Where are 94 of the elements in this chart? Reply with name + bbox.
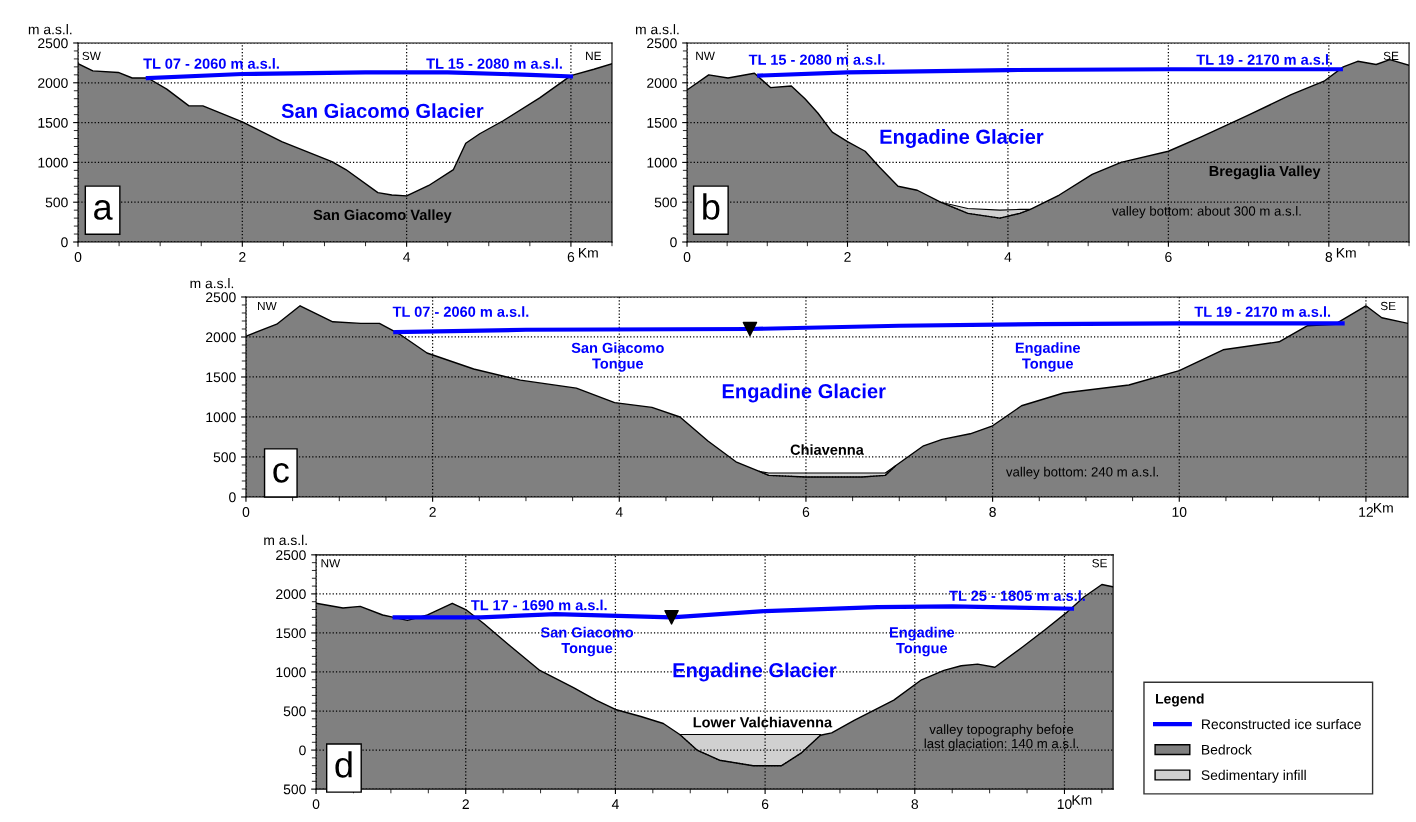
y-tick-label: 1500 [276, 628, 306, 639]
x-tick-label: 6 [761, 799, 769, 810]
x-tick-label: 6 [802, 507, 810, 517]
annotation: San Giacomo Tongue [571, 342, 664, 372]
x-axis-title: Km [579, 248, 598, 258]
legend-label: Reconstructed ice surface [1202, 718, 1361, 730]
x-tick-label: 0 [74, 252, 82, 262]
x-tick-label: 2 [844, 252, 851, 262]
annotation: TL 15 - 2080 m a.s.l. [426, 58, 562, 69]
y-tick-label: 2500 [647, 38, 677, 49]
annotation: SE [1383, 51, 1399, 61]
annotation: San Giacomo Tongue [540, 626, 634, 657]
x-axis-title: Km [1072, 795, 1092, 805]
annotation: c [273, 462, 289, 483]
y-tick-label: 500 [213, 452, 236, 463]
y-axis-title: m a.s.l. [635, 24, 679, 35]
y-tick-label: 1500 [206, 372, 236, 383]
annotation: d [335, 751, 352, 778]
x-tick-label: 10 [1172, 507, 1187, 517]
annotation: TL 19 - 2170 m a.s.l. [1194, 306, 1331, 317]
x-axis-title: Km [1336, 248, 1356, 258]
y-tick-label: 1000 [206, 412, 236, 423]
x-tick-label: 4 [403, 252, 411, 262]
y-tick-label: 2500 [276, 550, 306, 561]
y-tick-label: 500 [45, 197, 68, 208]
y-tick-label: 500 [654, 197, 677, 208]
x-tick-label: 2 [462, 799, 469, 809]
x-tick-label: 2 [429, 507, 436, 517]
annotation: Bregaglia Valley [1209, 165, 1321, 180]
legend-label: Sedimentary infill [1201, 769, 1306, 783]
legend-title: Legend [1156, 693, 1204, 707]
y-axis-title: m a.s.l. [190, 278, 234, 289]
annotation: TL 19 - 2170 m a.s.l. [1196, 54, 1333, 65]
annotation: TL 15 - 2080 m a.s.l. [748, 54, 885, 65]
y-tick-label: 2000 [647, 78, 677, 88]
annotation: Engadine Glacier [722, 383, 886, 403]
y-tick-label: 2000 [276, 589, 306, 600]
annotation: SE [1092, 559, 1107, 568]
x-axis-title: Km [1374, 503, 1393, 513]
x-tick-label: 6 [1165, 252, 1172, 262]
x-tick-label: 4 [1004, 252, 1012, 262]
annotation: TL 17 - 1690 m a.s.l. [471, 599, 607, 611]
annotation: SE [1380, 301, 1396, 311]
annotation: TL 07 - 2060 m a.s.l. [143, 58, 279, 69]
x-tick-label: 6 [567, 252, 575, 262]
y-tick-label: 0 [229, 492, 236, 503]
annotation: valley bottom: about 300 m a.s.l. [1111, 206, 1301, 219]
y-tick-label: 2500 [206, 292, 236, 303]
y-tick-label: 0 [61, 237, 68, 248]
annotation: NW [321, 559, 341, 568]
y-tick-label: 500 [283, 784, 306, 795]
x-tick-label: 8 [989, 507, 996, 517]
y-axis-title: m a.s.l. [264, 534, 307, 546]
y-tick-label: 2500 [38, 38, 68, 49]
annotation: NW [258, 301, 277, 311]
annotation: SW [82, 51, 101, 61]
annotation: a [94, 200, 113, 220]
y-tick-label: 2000 [206, 332, 236, 343]
x-tick-label: 4 [615, 507, 623, 517]
annotation: San Giacomo Glacier [281, 103, 484, 119]
y-tick-label: 0 [670, 237, 677, 248]
x-tick-label: 0 [683, 252, 691, 262]
x-tick-label: 0 [312, 799, 320, 810]
x-tick-label: 8 [1325, 252, 1333, 262]
x-tick-label: 12 [1359, 507, 1373, 517]
annotation: valley bottom: 240 m a.s.l. [1005, 466, 1159, 480]
annotation: valley topography before last glaciation: 140 m a.s.l. [924, 724, 1079, 751]
x-tick-label: 2 [239, 252, 246, 262]
y-tick-label: 1000 [38, 157, 68, 168]
annotation: Lower Valchiavenna [693, 716, 833, 728]
y-tick-label: 1500 [38, 117, 68, 128]
y-tick-label: 1000 [647, 157, 677, 168]
annotation: NW [696, 51, 715, 60]
y-tick-label: 1000 [276, 667, 306, 678]
x-tick-label: 0 [242, 507, 250, 517]
y-axis-title: m a.s.l. [28, 24, 72, 35]
y-tick-label: 500 [283, 706, 306, 717]
x-tick-label: 8 [911, 799, 919, 810]
annotation: Engadine Glacier [880, 129, 1044, 148]
annotation: TL 07 - 2060 m a.s.l. [392, 306, 529, 317]
y-tick-label: 1500 [647, 117, 677, 128]
annotation: San Giacomo Valley [313, 209, 452, 223]
x-tick-label: 4 [611, 799, 619, 809]
annotation: Chiavenna [790, 444, 864, 455]
annotation: Engadine Tongue [1015, 342, 1081, 372]
annotation: NE [586, 51, 601, 60]
annotation: Engadine Tongue [889, 626, 955, 657]
y-tick-label: 0 [299, 745, 306, 756]
annotation: TL 25 - 1805 m a.s.l. [949, 590, 1085, 601]
annotation: Engadine Glacier [673, 662, 837, 682]
x-tick-label: 10 [1057, 799, 1072, 810]
annotation: b [703, 193, 720, 220]
y-tick-label: 2000 [38, 78, 68, 88]
legend-label: Bedrock [1202, 744, 1252, 755]
